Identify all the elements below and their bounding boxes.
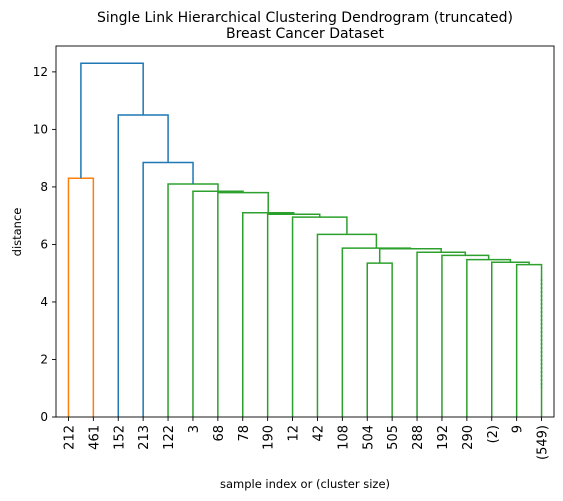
leaf-label: 12 xyxy=(287,425,302,442)
leaf-label: 288 xyxy=(411,425,426,450)
dendrogram-link xyxy=(416,251,467,417)
y-tick-label: 4 xyxy=(40,295,48,309)
leaf-label: 42 xyxy=(311,425,326,442)
leaf-label: 9 xyxy=(511,425,526,433)
y-axis-label: distance xyxy=(10,208,24,257)
leaf-label: 122 xyxy=(162,425,177,450)
leaf-label: 68 xyxy=(212,425,227,442)
dendrogram-link xyxy=(80,62,144,179)
dendrogram-link xyxy=(491,261,530,417)
leaf-label: 190 xyxy=(262,425,277,450)
y-tick-label: 10 xyxy=(33,122,48,136)
dendrogram-link xyxy=(291,216,348,417)
leaf-label: 504 xyxy=(361,425,376,450)
x-axis-label: sample index or (cluster size) xyxy=(220,477,390,491)
dendrogram-link xyxy=(266,213,321,417)
plot-frame xyxy=(55,45,555,418)
leaf-label: 212 xyxy=(62,425,77,450)
dendrogram-link xyxy=(142,161,194,417)
dendrogram-link xyxy=(441,254,490,417)
leaf-label: (2) xyxy=(486,425,501,443)
dendrogram-link xyxy=(316,233,378,417)
dendrogram-link xyxy=(466,258,512,417)
leaf-labels: 212 461 152 213 122 3 68 78 190 12 42 108 504 505 288 1… xyxy=(62,417,551,460)
dendrogram-link xyxy=(378,248,442,264)
leaf-label: 78 xyxy=(237,425,252,442)
leaf-label: 152 xyxy=(112,425,127,450)
leaf-label: 192 xyxy=(436,425,451,450)
leaf-label: (549) xyxy=(536,425,551,460)
dendrogram-link xyxy=(341,247,412,417)
y-tick-label: 0 xyxy=(40,410,48,424)
chart-title: Single Link Hierarchical Clustering Dend… xyxy=(97,10,513,26)
dendrogram-link xyxy=(515,263,543,417)
y-axis-ticks: 0 2 4 6 8 10 12 xyxy=(33,65,56,424)
y-tick-label: 12 xyxy=(33,65,48,79)
leaf-label: 461 xyxy=(87,425,102,450)
dendrogram-links xyxy=(67,62,543,417)
y-tick-label: 2 xyxy=(40,352,48,366)
chart-subtitle: Breast Cancer Dataset xyxy=(226,26,385,42)
leaf-label: 505 xyxy=(386,425,401,450)
dendrogram-link xyxy=(366,262,393,417)
y-tick-label: 8 xyxy=(40,180,48,194)
leaf-label: 290 xyxy=(461,425,476,450)
leaf-label: 213 xyxy=(137,425,152,450)
dendrogram-link xyxy=(167,183,219,417)
y-tick-label: 6 xyxy=(40,237,48,251)
dendrogram-link xyxy=(67,177,95,417)
leaf-label: 108 xyxy=(336,425,351,450)
leaf-label: 3 xyxy=(187,425,202,433)
